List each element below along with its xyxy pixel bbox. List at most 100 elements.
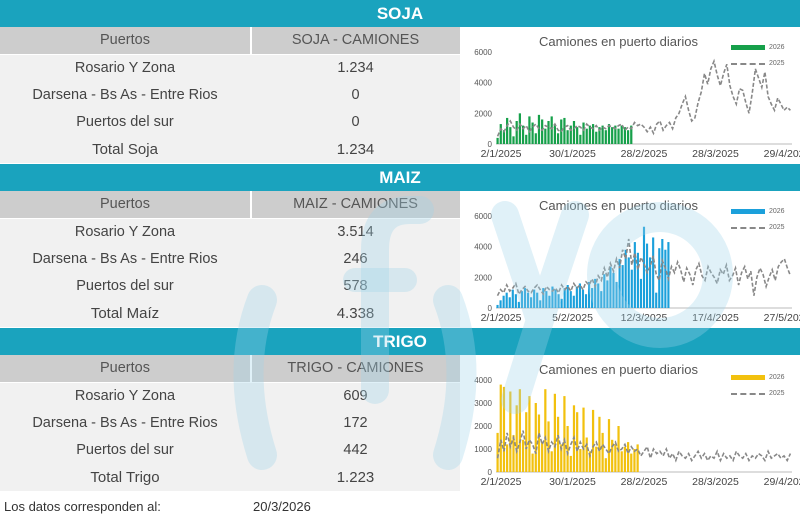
table-row: Rosario Y Zona 3.514	[0, 219, 460, 247]
bar-2026	[560, 298, 563, 308]
bar-2026	[509, 127, 512, 144]
port-name: Darsena - Bs As - Entre Rios	[32, 251, 218, 267]
bar-2026	[518, 113, 521, 144]
table-header-row: Puertos TRIGO - CAMIONES	[0, 355, 460, 383]
bar-2026	[655, 292, 658, 308]
bar-2026	[537, 414, 541, 472]
daily-trucks-chart-trigo: 0 1000 2000 3000 4000 2/1/2025 30/1/2025 28/2/2…	[466, 356, 800, 491]
bar-2026	[531, 453, 534, 472]
y-tick-label: 2000	[474, 109, 492, 118]
bar-2026	[611, 127, 614, 144]
truck-count: 172	[343, 415, 368, 431]
bar-2026	[506, 444, 509, 472]
bar-2026	[572, 295, 575, 308]
table-row: Darsena - Bs As - Entre Rios 172	[0, 410, 460, 438]
legend-swatch	[731, 63, 765, 65]
chart-title: Camiones en puerto diarios	[539, 198, 698, 213]
bar-2026	[642, 226, 646, 308]
chart-title: Camiones en puerto diarios	[539, 362, 698, 377]
line-2025	[496, 430, 792, 463]
bar-2026	[566, 130, 569, 144]
bar-2026	[598, 127, 601, 144]
bar-2026	[550, 116, 553, 144]
port-name: Puertos del sur	[76, 114, 174, 130]
bar-2026	[553, 124, 556, 144]
bar-2026	[502, 295, 505, 308]
bar-2026	[652, 237, 655, 308]
total-label: Total Trigo	[90, 469, 160, 486]
truck-count: 609	[343, 388, 368, 404]
truck-count: 0	[351, 87, 360, 103]
bar-2026	[630, 269, 633, 308]
total-label: Total Maíz	[90, 305, 160, 322]
bar-2026	[496, 432, 499, 472]
bar-2026	[588, 125, 592, 144]
column-header-ports: Puertos	[0, 191, 252, 218]
bar-2026	[576, 412, 579, 472]
bar-2026	[623, 127, 627, 144]
total-label: Total Soja	[92, 141, 158, 158]
bar-2026	[508, 297, 511, 308]
bar-2026	[591, 124, 595, 144]
bar-2026	[547, 421, 550, 472]
bar-2026	[620, 125, 623, 144]
bar-2026	[603, 274, 606, 308]
bar-2026	[539, 300, 542, 308]
port-name: Rosario Y Zona	[74, 224, 176, 240]
bar-2026	[598, 416, 601, 472]
bar-2026	[526, 292, 530, 308]
bar-2026	[612, 272, 615, 308]
bar-2026	[661, 239, 664, 308]
bar-2026	[499, 124, 502, 144]
bar-2026	[617, 128, 620, 144]
bar-2026	[560, 444, 563, 472]
bar-2026	[601, 125, 604, 144]
bar-2026	[517, 301, 520, 308]
column-header-trucks: SOJA - CAMIONES	[291, 32, 420, 48]
bar-2026	[541, 119, 544, 144]
table-header-row: Puertos MAIZ - CAMIONES	[0, 191, 460, 219]
table-total-row: Total Maíz 4.338	[0, 300, 460, 328]
footer-date: 20/3/2026	[253, 499, 311, 514]
bar-2026	[606, 280, 609, 308]
bar-2026	[576, 127, 579, 144]
port-name: Darsena - Bs As - Entre Rios	[32, 87, 218, 103]
truck-count: 3.514	[337, 224, 374, 240]
bar-2026	[505, 292, 508, 308]
chart-title: Camiones en puerto diarios	[539, 34, 698, 49]
bar-2026	[528, 116, 531, 144]
bar-2026	[554, 289, 557, 308]
bar-2026	[591, 409, 595, 472]
bar-2026	[496, 304, 499, 308]
x-tick-label: 27/5/2025	[764, 312, 800, 324]
bar-2026	[509, 391, 512, 472]
bar-2026	[566, 426, 569, 472]
daily-trucks-chart-maiz: 0 2000 4000 6000 2/1/2025 5/2/2025 12/3/2025 17…	[466, 192, 800, 327]
column-header-trucks: TRIGO - CAMIONES	[287, 360, 424, 376]
section-header: TRIGO	[0, 328, 800, 355]
y-tick-label: 0	[488, 304, 493, 313]
bar-2026	[601, 432, 604, 472]
bar-2026	[609, 266, 612, 308]
bar-2026	[534, 403, 537, 472]
port-name: Puertos del sur	[76, 278, 174, 294]
bar-2026	[614, 125, 617, 144]
bar-2026	[514, 294, 517, 308]
y-tick-label: 6000	[474, 212, 492, 221]
bar-2026	[521, 439, 525, 472]
y-tick-label: 0	[488, 140, 493, 149]
section-header: SOJA	[0, 0, 800, 27]
x-tick-label: 29/4/2025	[764, 476, 800, 488]
legend-swatch	[731, 227, 765, 229]
bar-2026	[579, 449, 582, 472]
bar-2026	[614, 444, 617, 472]
bar-2026	[636, 444, 639, 472]
x-tick-label: 2/1/2025	[481, 476, 522, 488]
bar-2026	[528, 396, 531, 472]
bar-2026	[547, 121, 550, 144]
truck-count: 0	[351, 114, 360, 130]
table-row: Puertos del sur 578	[0, 273, 460, 301]
x-tick-label: 12/3/2025	[621, 312, 668, 324]
bar-2026	[607, 419, 611, 472]
bar-2026	[542, 288, 545, 308]
